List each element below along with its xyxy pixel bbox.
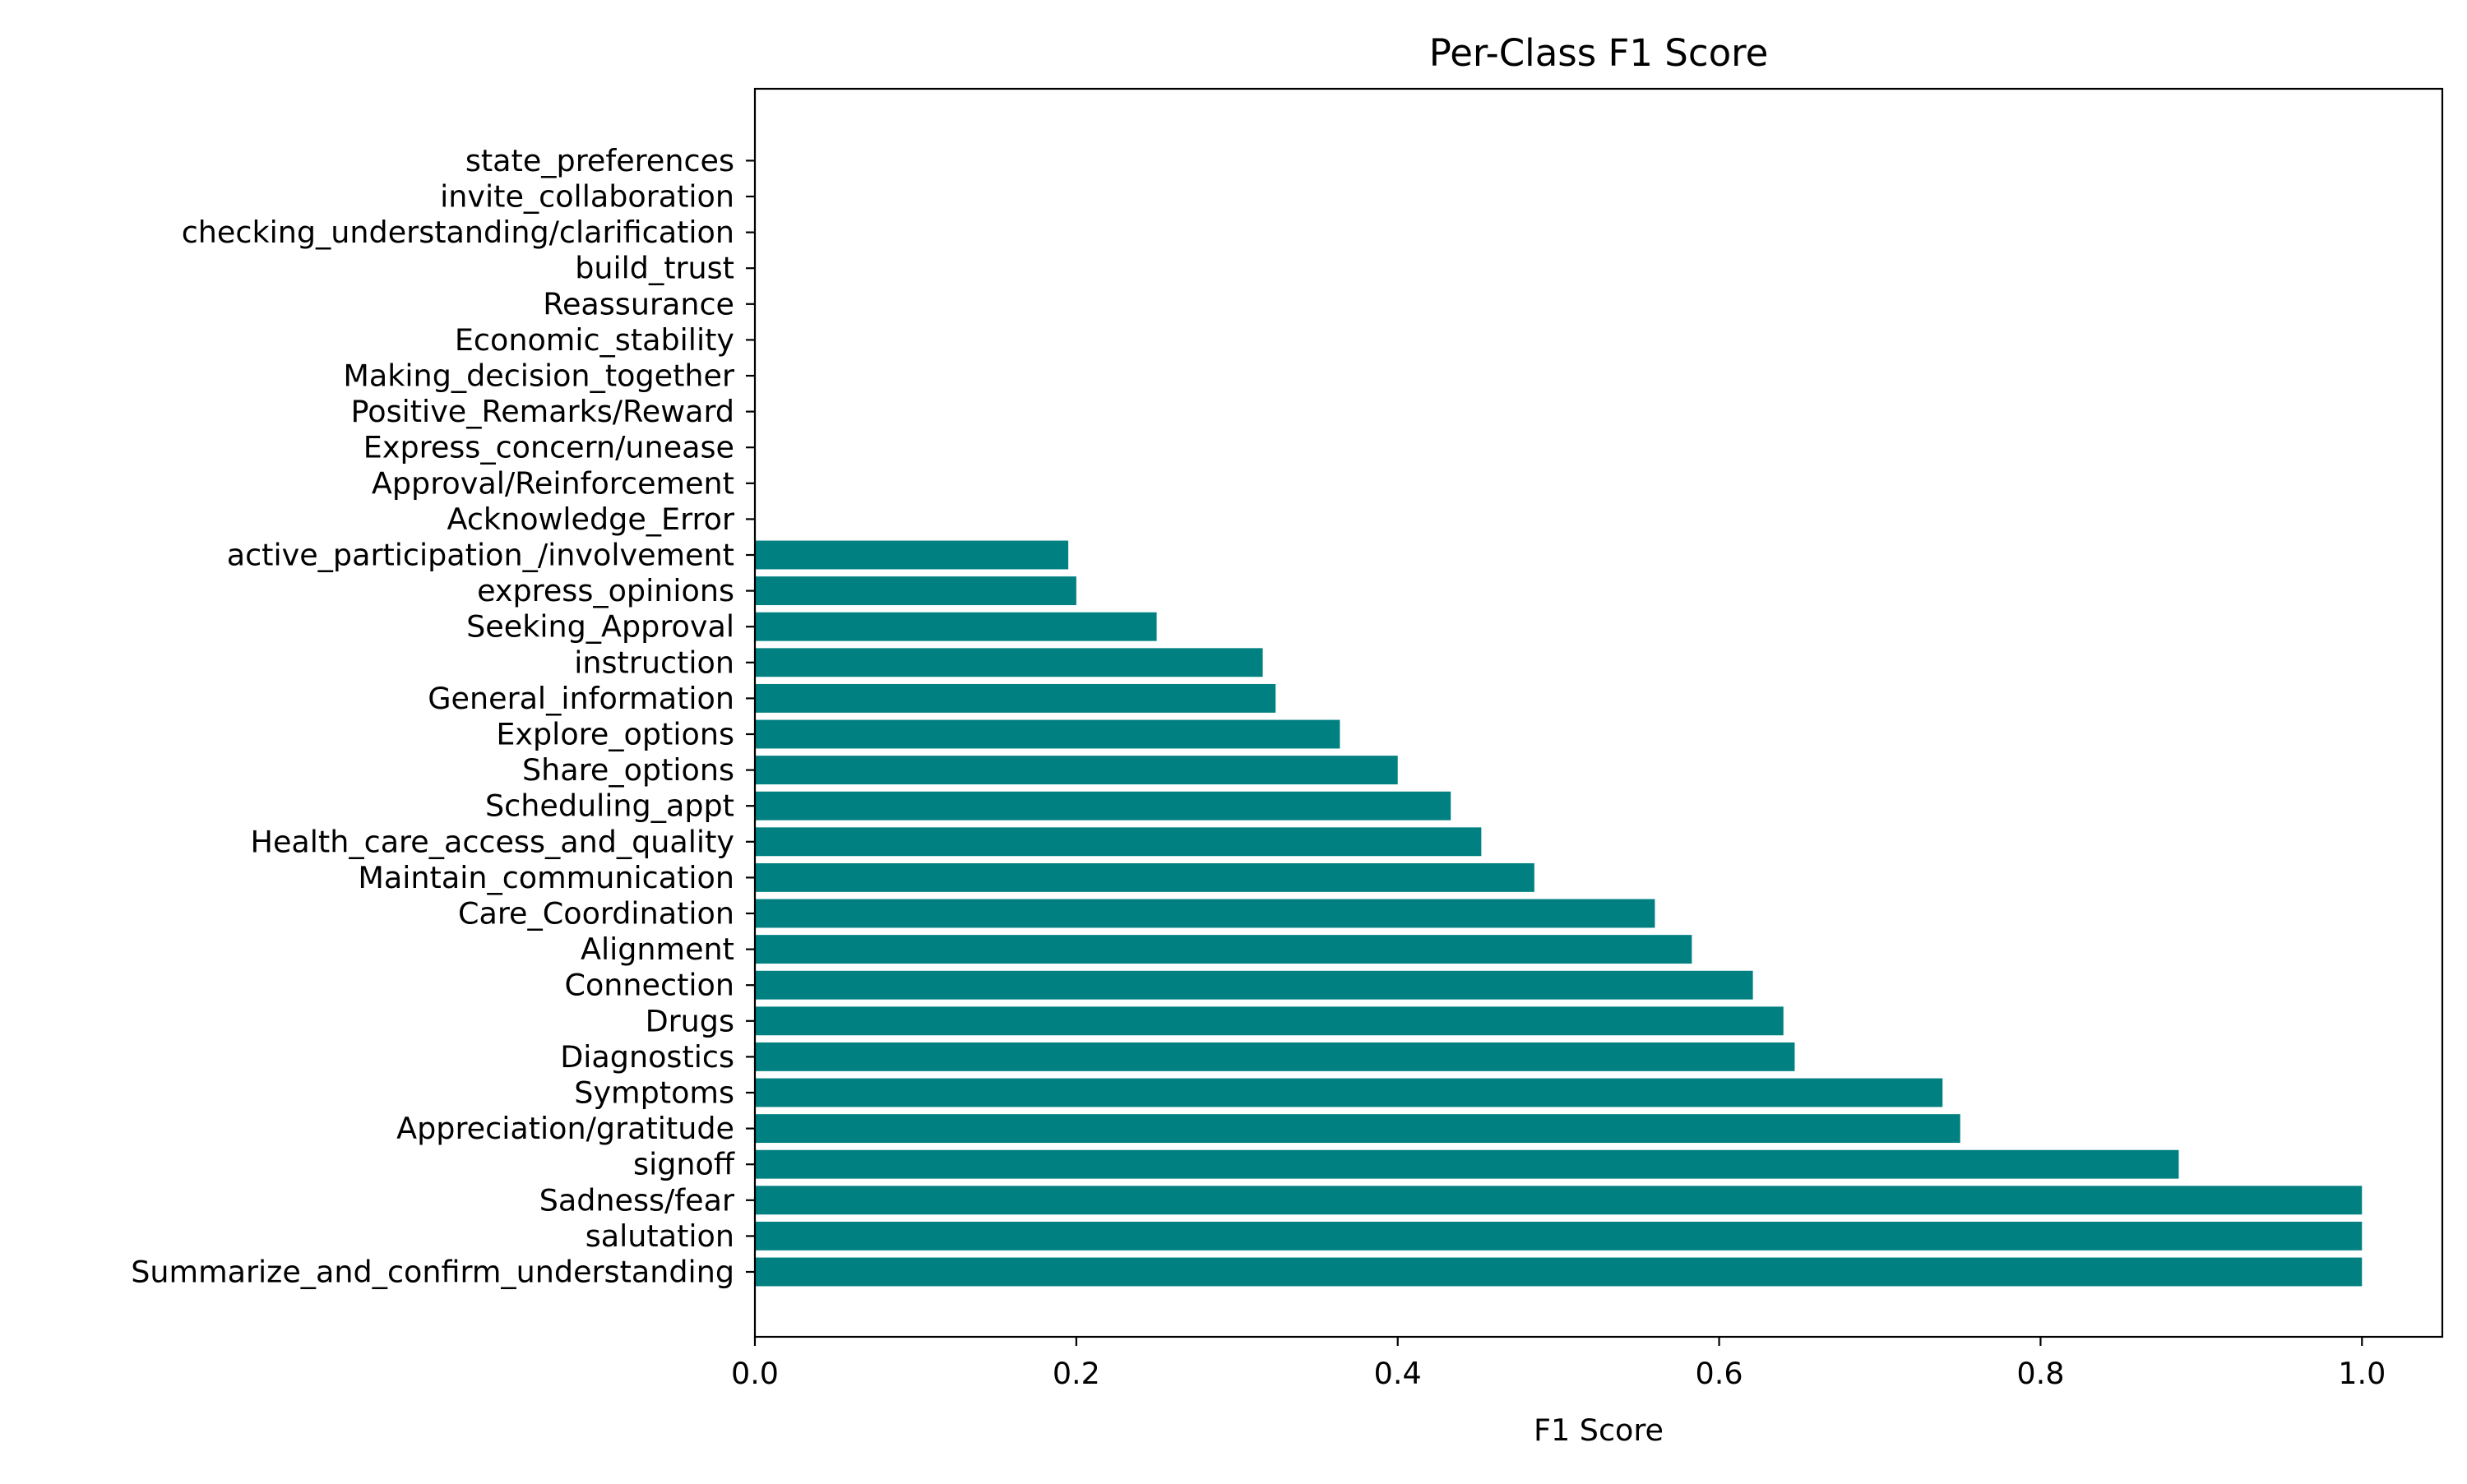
x-tick-label: 0.8: [2016, 1356, 2064, 1391]
y-tick-label: Summarize_and_confirm_understanding: [131, 1255, 734, 1290]
y-tick-label: invite_collaboration: [440, 179, 734, 215]
bar: [755, 970, 1753, 1000]
bar: [755, 756, 1398, 785]
bar: [755, 576, 1076, 606]
y-tick-label: express_opinions: [477, 573, 734, 608]
y-tick-label: Reassurance: [543, 286, 734, 321]
y-tick-label: Connection: [564, 968, 734, 1003]
bar: [755, 1006, 1784, 1036]
y-tick-label: Symptoms: [574, 1075, 734, 1111]
plot-frame: [753, 87, 2444, 1338]
y-tick-label: signoff: [633, 1147, 735, 1182]
bar: [755, 612, 1157, 641]
y-tick-label: Seeking_Approval: [466, 609, 734, 645]
y-tick-label: Positive_Remarks/Reward: [351, 394, 734, 429]
bar: [755, 1221, 2363, 1251]
bar: [755, 719, 1340, 749]
y-tick-label: Share_options: [522, 752, 734, 788]
bar: [755, 935, 1692, 964]
y-tick-label: Approval/Reinforcement: [372, 465, 734, 501]
bar: [755, 791, 1451, 821]
bar: [755, 1186, 2363, 1215]
bar: [755, 648, 1263, 677]
bar: [755, 540, 1069, 570]
bar: [755, 827, 1482, 857]
bar: [755, 899, 1655, 928]
x-tick-label: 0.0: [731, 1356, 779, 1391]
x-axis-ticks: 0.0 0.2 0.4 0.6 0.8 1.0: [731, 1337, 2386, 1391]
y-tick-label: Drugs: [646, 1003, 734, 1038]
y-tick-label: Diagnostics: [560, 1039, 734, 1075]
y-tick-label: state_preferences: [465, 143, 734, 178]
y-tick-label: Making_decision_together: [343, 358, 734, 394]
y-tick-label: Health_care_access_and_quality: [251, 824, 734, 859]
y-tick-label: build_trust: [575, 251, 734, 286]
y-axis-ticks: Summarize_and_confirm_understandingsalut…: [131, 143, 755, 1290]
bar: [755, 1149, 2179, 1179]
y-tick-label: checking_understanding/clarification: [182, 215, 734, 250]
y-tick-label: Sadness/fear: [539, 1182, 734, 1218]
y-tick-label: Economic_stability: [455, 322, 734, 358]
y-tick-label: Maintain_communication: [358, 860, 734, 895]
chart-title: Per-Class F1 Score: [1429, 31, 1769, 75]
y-tick-label: Care_Coordination: [458, 896, 734, 932]
y-tick-label: Alignment: [581, 932, 734, 967]
y-tick-label: Acknowledge_Error: [447, 502, 734, 537]
y-tick-label: Explore_options: [496, 717, 734, 752]
x-tick-label: 0.6: [1696, 1356, 1743, 1391]
x-tick-label: 1.0: [2338, 1356, 2386, 1391]
bar: [755, 862, 1534, 892]
y-tick-label: active_participation_/involvement: [227, 538, 734, 573]
bar: [755, 1042, 1795, 1071]
bars-group: [755, 540, 2363, 1287]
bar: [755, 683, 1276, 713]
y-tick-label: salutation: [586, 1218, 734, 1254]
y-tick-label: Express_concern/unease: [363, 430, 734, 465]
y-tick-label: Scheduling_appt: [485, 788, 734, 824]
x-axis-label: F1 Score: [1534, 1412, 1664, 1448]
y-tick-label: General_information: [428, 681, 734, 716]
x-tick-label: 0.4: [1374, 1356, 1422, 1391]
y-tick-label: instruction: [574, 645, 734, 680]
bar: [755, 1257, 2363, 1287]
bar: [755, 1114, 1960, 1144]
x-tick-label: 0.2: [1053, 1356, 1100, 1391]
y-tick-label: Appreciation/gratitude: [396, 1111, 734, 1146]
bar: [755, 1078, 1943, 1107]
